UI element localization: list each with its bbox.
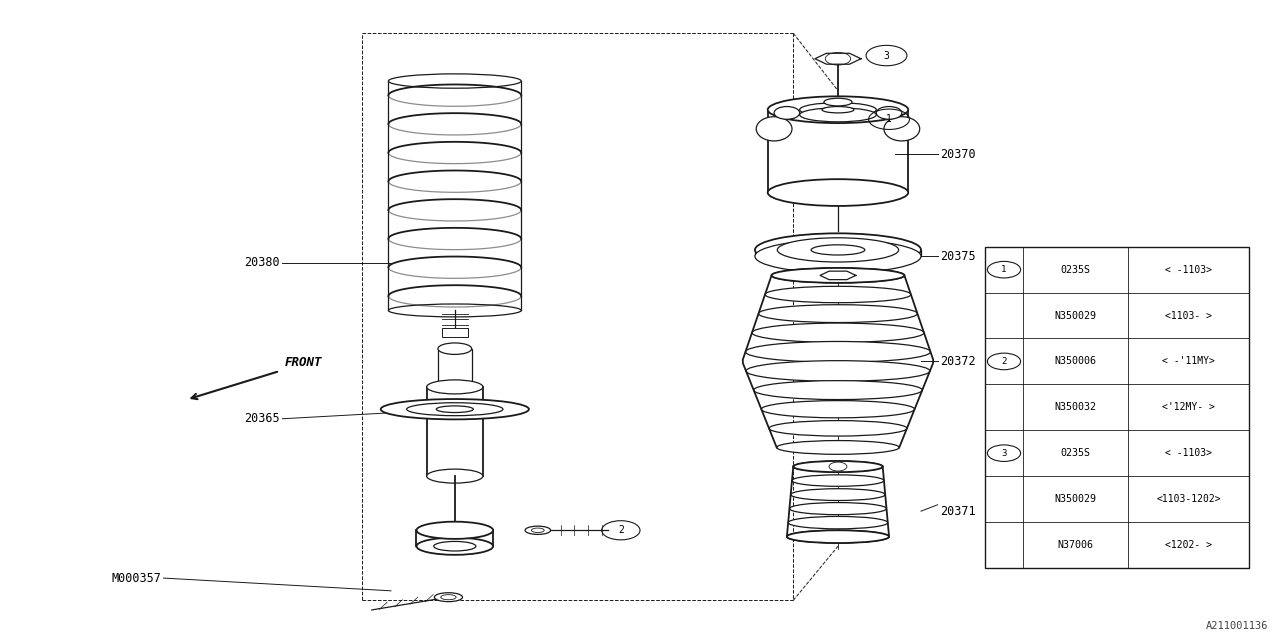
Text: 20365: 20365 bbox=[244, 412, 280, 425]
Ellipse shape bbox=[531, 528, 544, 532]
Ellipse shape bbox=[756, 116, 792, 141]
Ellipse shape bbox=[800, 102, 877, 116]
Ellipse shape bbox=[755, 234, 922, 266]
Ellipse shape bbox=[788, 516, 888, 529]
Text: 2: 2 bbox=[618, 525, 623, 535]
Ellipse shape bbox=[426, 469, 483, 483]
Ellipse shape bbox=[388, 304, 521, 317]
Ellipse shape bbox=[777, 238, 899, 262]
Ellipse shape bbox=[772, 268, 905, 283]
Text: M000357: M000357 bbox=[111, 572, 161, 584]
Text: 20375: 20375 bbox=[940, 250, 975, 263]
Ellipse shape bbox=[380, 399, 529, 419]
Bar bbox=[984, 246, 1249, 568]
Ellipse shape bbox=[787, 531, 890, 543]
Bar bbox=[438, 349, 471, 387]
Ellipse shape bbox=[436, 406, 474, 413]
Ellipse shape bbox=[416, 522, 493, 539]
Text: 1: 1 bbox=[886, 115, 892, 124]
Ellipse shape bbox=[751, 323, 924, 342]
Ellipse shape bbox=[745, 342, 931, 362]
Ellipse shape bbox=[438, 343, 471, 355]
Text: A211001136: A211001136 bbox=[1206, 621, 1268, 631]
Circle shape bbox=[877, 106, 902, 119]
Ellipse shape bbox=[812, 245, 865, 255]
Text: 20380: 20380 bbox=[244, 256, 280, 269]
Ellipse shape bbox=[754, 381, 923, 399]
Ellipse shape bbox=[407, 403, 503, 415]
Ellipse shape bbox=[426, 380, 483, 394]
Text: <'12MY- >: <'12MY- > bbox=[1162, 403, 1215, 412]
Ellipse shape bbox=[440, 595, 456, 600]
Ellipse shape bbox=[792, 475, 884, 486]
Text: < -1103>: < -1103> bbox=[1165, 448, 1212, 458]
Text: 20370: 20370 bbox=[940, 148, 975, 161]
Text: <1103-1202>: <1103-1202> bbox=[1156, 494, 1221, 504]
Bar bbox=[442, 328, 467, 337]
Ellipse shape bbox=[822, 106, 854, 113]
Ellipse shape bbox=[755, 240, 922, 273]
Ellipse shape bbox=[746, 361, 931, 381]
Text: <1103- >: <1103- > bbox=[1165, 310, 1212, 321]
Ellipse shape bbox=[768, 97, 909, 123]
Ellipse shape bbox=[769, 420, 908, 436]
Text: N350029: N350029 bbox=[1055, 494, 1097, 504]
Ellipse shape bbox=[791, 489, 886, 500]
Ellipse shape bbox=[884, 116, 920, 141]
Bar bbox=[426, 387, 483, 476]
Text: 0235S: 0235S bbox=[1061, 265, 1091, 275]
Ellipse shape bbox=[777, 440, 900, 454]
Text: N350006: N350006 bbox=[1055, 356, 1097, 367]
Text: FRONT: FRONT bbox=[285, 356, 323, 369]
Text: <1202- >: <1202- > bbox=[1165, 540, 1212, 550]
Ellipse shape bbox=[824, 99, 852, 106]
Ellipse shape bbox=[434, 593, 462, 602]
Ellipse shape bbox=[759, 305, 918, 323]
Circle shape bbox=[829, 462, 847, 471]
Text: N350032: N350032 bbox=[1055, 403, 1097, 412]
Ellipse shape bbox=[790, 502, 887, 515]
Ellipse shape bbox=[765, 286, 911, 303]
Ellipse shape bbox=[794, 461, 883, 472]
Text: N37006: N37006 bbox=[1057, 540, 1093, 550]
Text: 20372: 20372 bbox=[940, 355, 975, 368]
Ellipse shape bbox=[800, 108, 877, 122]
Ellipse shape bbox=[794, 461, 883, 472]
Ellipse shape bbox=[772, 268, 905, 283]
Ellipse shape bbox=[388, 74, 521, 88]
Ellipse shape bbox=[768, 179, 909, 206]
Text: < -1103>: < -1103> bbox=[1165, 265, 1212, 275]
Text: 3: 3 bbox=[883, 51, 890, 61]
Ellipse shape bbox=[434, 541, 476, 551]
Text: 3: 3 bbox=[1001, 449, 1006, 458]
Text: 1: 1 bbox=[1001, 265, 1006, 274]
Text: 2: 2 bbox=[1001, 357, 1006, 366]
Text: N350029: N350029 bbox=[1055, 310, 1097, 321]
Text: 0235S: 0235S bbox=[1061, 448, 1091, 458]
Ellipse shape bbox=[762, 401, 915, 418]
Ellipse shape bbox=[416, 538, 493, 555]
Text: < -'11MY>: < -'11MY> bbox=[1162, 356, 1215, 367]
Ellipse shape bbox=[525, 526, 550, 534]
Text: 20371: 20371 bbox=[940, 505, 975, 518]
Ellipse shape bbox=[787, 531, 890, 543]
Circle shape bbox=[774, 106, 800, 119]
Bar bbox=[768, 109, 909, 193]
